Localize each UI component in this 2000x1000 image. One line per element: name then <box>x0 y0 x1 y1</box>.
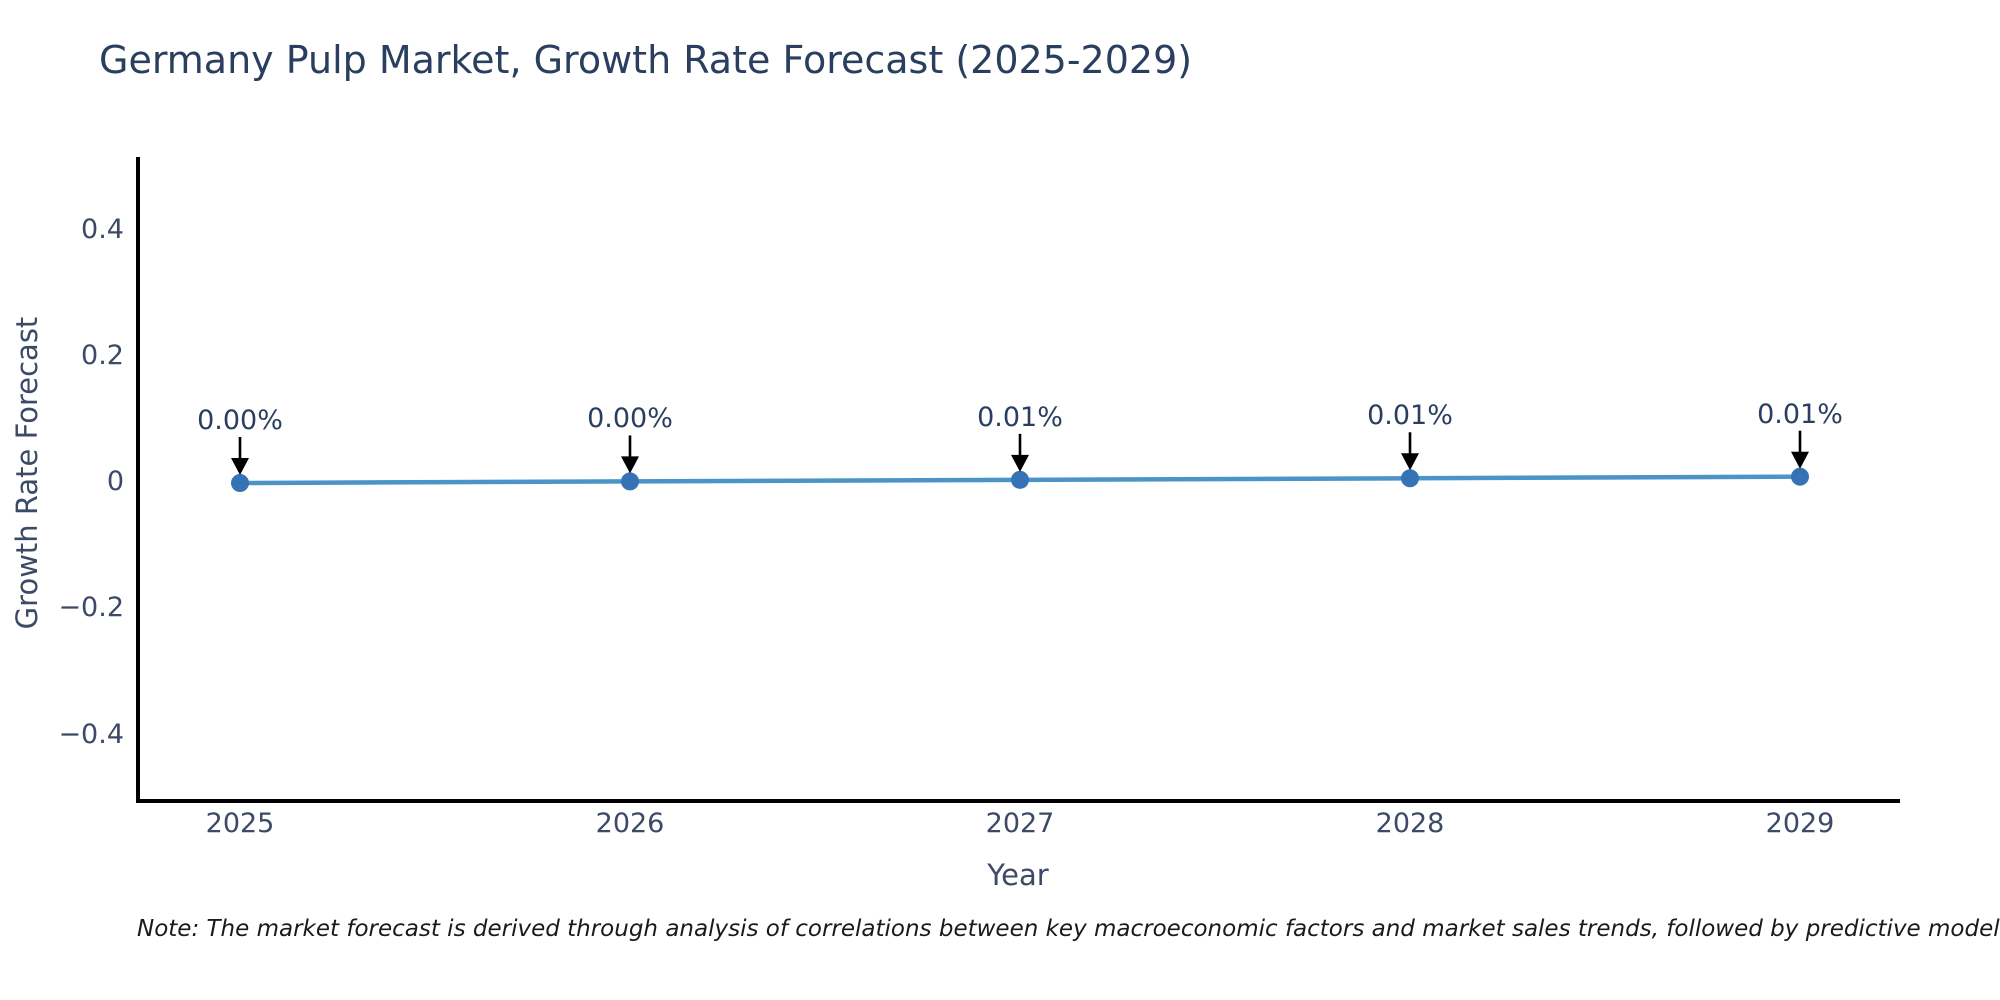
data-point-label: 0.01% <box>1757 398 1843 430</box>
y-axis-line <box>136 157 140 803</box>
data-point-label: 0.00% <box>587 403 673 435</box>
x-tick-label: 2028 <box>1375 808 1445 839</box>
y-tick-label: 0.4 <box>81 213 124 245</box>
data-point-marker[interactable] <box>1011 470 1029 489</box>
footnote: Note: The market forecast is derived thr… <box>137 916 2000 942</box>
x-axis-line <box>136 799 1900 803</box>
data-point-label: 0.00% <box>197 405 283 436</box>
data-point-marker[interactable] <box>1791 467 1809 486</box>
x-tick-label: 2025 <box>205 808 275 839</box>
x-axis-title: Year <box>987 858 1049 892</box>
x-tick-label: 2026 <box>595 808 665 839</box>
data-point-marker[interactable] <box>1401 469 1419 488</box>
chart-title: Germany Pulp Market, Growth Rate Forecas… <box>99 38 1193 82</box>
annotation-arrowhead-icon <box>1791 451 1809 469</box>
data-point-label: 0.01% <box>1367 400 1453 432</box>
annotation-arrowhead-icon <box>231 458 249 475</box>
y-tick-label: −0.4 <box>58 718 124 750</box>
annotation-arrowhead-icon <box>621 456 639 474</box>
y-tick-label: 0.2 <box>81 339 124 371</box>
y-tick-label: 0 <box>106 466 124 497</box>
annotation-arrowhead-icon <box>1401 453 1419 471</box>
data-point-marker[interactable] <box>231 474 249 492</box>
data-point-label: 0.01% <box>977 401 1063 433</box>
data-point-marker[interactable] <box>621 472 639 491</box>
y-tick-label: −0.2 <box>58 592 124 624</box>
x-tick-label: 2029 <box>1765 808 1835 839</box>
x-tick-label: 2027 <box>985 808 1055 839</box>
annotation-arrowhead-icon <box>1011 454 1029 472</box>
